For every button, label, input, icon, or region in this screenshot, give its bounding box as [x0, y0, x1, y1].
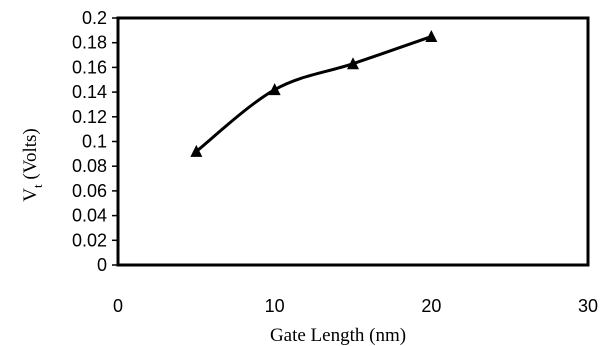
y-tick-label: 0.14 — [72, 82, 107, 102]
data-point-marker — [347, 57, 359, 70]
y-axis-title-suffix: (Volts) — [20, 128, 41, 184]
y-tick-label: 0.08 — [72, 156, 107, 176]
y-tick-label: 0.1 — [82, 132, 107, 152]
x-axis-title: Gate Length (nm) — [270, 325, 406, 346]
x-tick-label: 0 — [113, 296, 123, 316]
plot-area-border — [116, 16, 590, 267]
data-point-marker — [190, 144, 203, 157]
data-point-marker — [425, 30, 438, 43]
y-axis-title: Vt (Volts) — [20, 128, 45, 202]
plot-frame — [116, 16, 590, 267]
x-tick-label: 30 — [578, 296, 598, 316]
y-tick-label: 0.2 — [82, 8, 107, 28]
series-line — [195, 35, 432, 153]
y-tick-label: 0.06 — [72, 181, 107, 201]
x-tick-label: 20 — [421, 296, 441, 316]
y-axis-title-main: V — [20, 188, 41, 202]
y-axis-ticks: 0 0.02 0.04 0.06 0.08 0.1 0.12 0.14 0.16 0.18 0.2 — [72, 8, 118, 275]
y-tick-label: 0.12 — [72, 107, 107, 127]
y-axis-title-subscript: t — [30, 184, 45, 188]
x-axis-ticks: 0 10 20 30 — [113, 296, 598, 316]
y-tick-label: 0.02 — [72, 230, 107, 250]
data-point-marker — [268, 83, 281, 96]
y-tick-label: 0.04 — [72, 206, 107, 226]
series-group — [190, 30, 438, 157]
y-tick-label: 0 — [97, 255, 107, 275]
x-tick-label: 10 — [265, 296, 285, 316]
y-tick-label: 0.18 — [72, 33, 107, 53]
y-tick-label: 0.16 — [72, 57, 107, 77]
